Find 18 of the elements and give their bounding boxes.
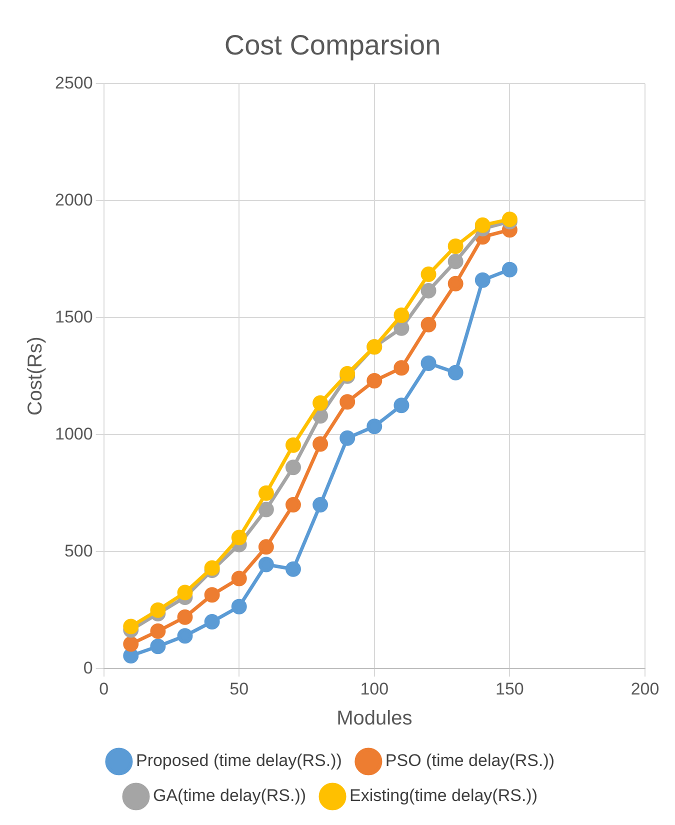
chart-title: Cost Comparsion bbox=[224, 30, 441, 61]
legend-label: PSO (time delay(RS.)) bbox=[385, 751, 555, 770]
y-tick-label: 2500 bbox=[54, 73, 93, 92]
legend-label: Existing(time delay(RS.)) bbox=[350, 786, 538, 806]
legend-label: Proposed (time delay(RS.)) bbox=[136, 751, 342, 770]
y-tick-label: 1000 bbox=[54, 424, 93, 444]
x-tick-label: 200 bbox=[630, 679, 660, 698]
y-tick-label: 0 bbox=[83, 658, 93, 678]
y-tick-label: 500 bbox=[64, 541, 93, 560]
x-tick-label: 100 bbox=[360, 679, 389, 698]
x-tick-label: 0 bbox=[99, 679, 109, 698]
legend-label: GA(time delay(RS.)) bbox=[152, 786, 306, 806]
x-tick-label: 150 bbox=[496, 679, 524, 698]
x-axis-title: Modules bbox=[336, 708, 412, 730]
x-tick-label: 50 bbox=[230, 679, 249, 698]
y-tick-label: 1500 bbox=[54, 307, 93, 326]
y-tick-label: 2000 bbox=[54, 190, 93, 210]
y-axis-title: Cost(Rs) bbox=[24, 336, 47, 416]
